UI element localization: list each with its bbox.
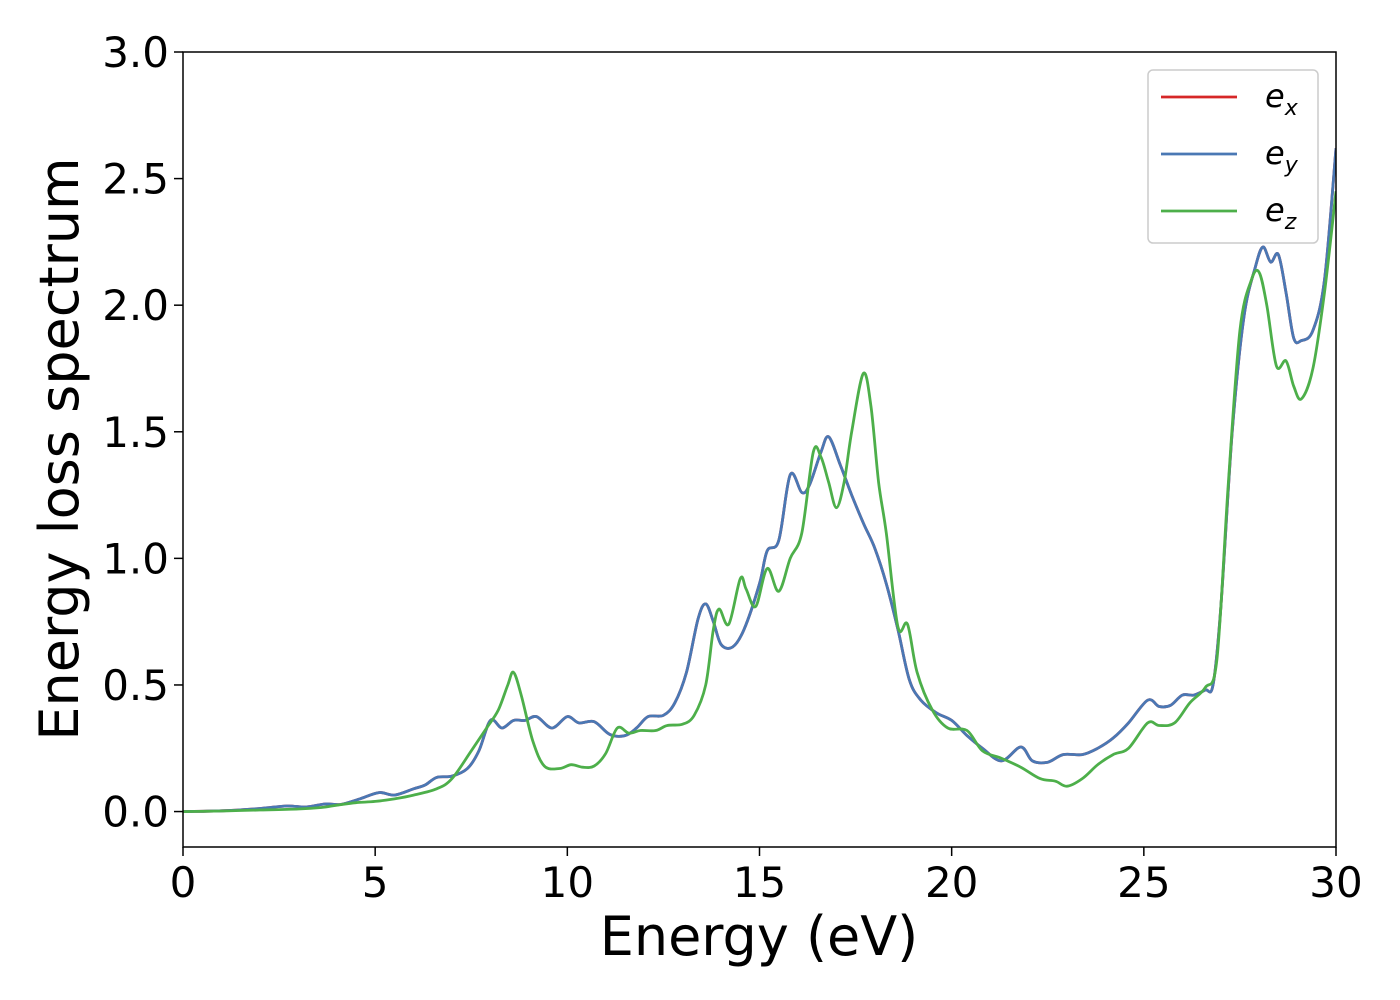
series-layer — [183, 148, 1336, 813]
y-tick-label: 2.0 — [102, 281, 169, 330]
series-line-e-z — [183, 191, 1336, 813]
y-tick-label: 0.0 — [102, 788, 169, 837]
x-tick-label: 20 — [925, 858, 978, 907]
legend-label-e-y: ey — [1265, 134, 1299, 178]
x-tick-label: 10 — [541, 858, 594, 907]
series-line-e-y — [183, 148, 1336, 813]
plot-background — [183, 52, 1336, 847]
legend-label-e-x: ex — [1265, 77, 1299, 121]
y-tick-label: 0.5 — [102, 661, 169, 710]
y-tick-label: 2.5 — [102, 155, 169, 204]
x-tick-label: 15 — [733, 858, 786, 907]
plot-frame — [182, 51, 1337, 848]
legend-box — [1147, 69, 1319, 244]
y-axis-ticks: 0.0 0.5 1.0 1.5 2.0 2.5 3.0 — [102, 28, 183, 837]
y-tick-label: 3.0 — [102, 28, 169, 77]
legend-label-e-z: ez — [1265, 191, 1297, 235]
legend: ex ey ez — [1147, 69, 1319, 244]
y-tick-label: 1.5 — [102, 408, 169, 457]
y-axis-label: Energy loss spectrum — [28, 157, 91, 740]
x-axis-label: Energy (eV) — [600, 905, 919, 968]
x-tick-label: 0 — [170, 858, 197, 907]
x-tick-label: 25 — [1117, 858, 1170, 907]
y-tick-label: 1.0 — [102, 534, 169, 583]
x-tick-label: 30 — [1309, 858, 1362, 907]
x-axis-ticks: 0 5 10 15 20 25 30 — [170, 847, 1363, 907]
x-tick-label: 5 — [362, 858, 389, 907]
